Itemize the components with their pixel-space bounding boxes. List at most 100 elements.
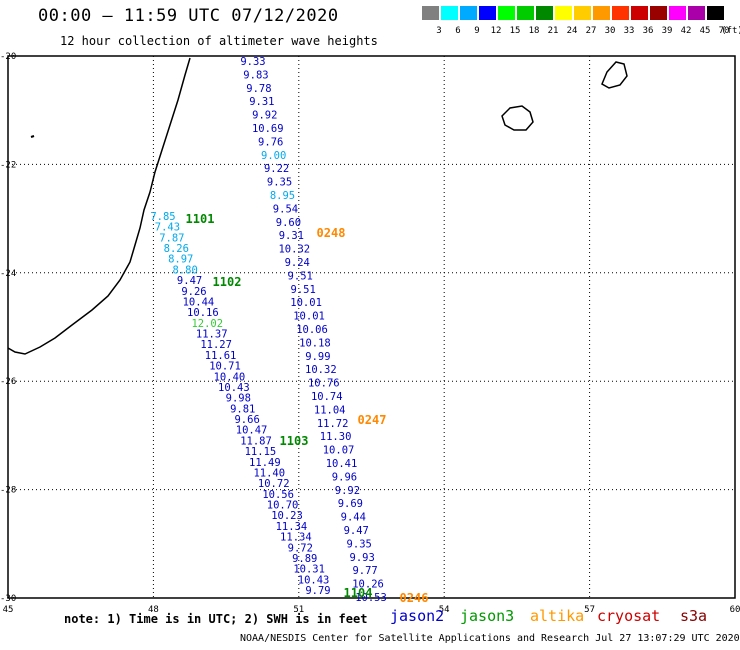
legend-label: 39 — [661, 26, 673, 36]
swh-value: 10.07 — [323, 445, 355, 457]
swh-value: 9.98 — [226, 393, 251, 405]
swh-value: 10.69 — [252, 123, 284, 135]
swh-value: 10.43 — [218, 382, 250, 394]
map-subtitle: 12 hour collection of altimeter wave hei… — [60, 34, 378, 48]
swh-value: 9.66 — [234, 414, 259, 426]
satellite-legend-jason3: jason3 — [460, 607, 515, 625]
legend-label: 6 — [455, 26, 461, 36]
x-axis-label: 48 — [148, 605, 159, 615]
swh-value: 10.53 — [355, 592, 387, 604]
legend-swatch — [688, 6, 705, 20]
y-axis-label: -24 — [0, 269, 16, 279]
swh-value: 9.72 — [288, 542, 313, 554]
legend-label: 24 — [566, 26, 578, 36]
swh-value: 8.97 — [168, 254, 193, 266]
legend-swatch — [460, 6, 477, 20]
swh-value: 10.43 — [298, 574, 330, 586]
madagascar-coastline — [7, 57, 191, 355]
pass-label: 0246 — [400, 591, 429, 605]
swh-value: 11.72 — [317, 418, 349, 430]
pass-label: 0248 — [317, 226, 346, 240]
swh-value: 9.92 — [252, 110, 277, 122]
swh-value: 9.76 — [258, 136, 283, 148]
swh-value: 9.92 — [335, 485, 360, 497]
legend-label: (ft) — [721, 26, 740, 36]
y-axis-label: -22 — [0, 160, 16, 170]
swh-value: 10.01 — [290, 297, 322, 309]
swh-value: 9.79 — [305, 585, 330, 597]
swh-value: 9.47 — [344, 525, 369, 537]
legend-label: 70 — [718, 26, 730, 36]
swh-value: 11.49 — [249, 457, 281, 469]
legend-label: 45 — [699, 26, 711, 36]
legend-swatch — [707, 6, 724, 20]
swh-value: 10.32 — [305, 364, 337, 376]
legend-swatch — [612, 6, 629, 20]
mauritius-coastline — [601, 61, 628, 89]
swh-value: 9.22 — [264, 163, 289, 175]
swh-value: 10.23 — [271, 510, 303, 522]
swh-value: 7.87 — [159, 232, 184, 244]
swh-value: 10.56 — [262, 489, 294, 501]
legend-label: 15 — [509, 26, 521, 36]
swh-value: 11.34 — [280, 532, 312, 544]
swh-value: 9.96 — [332, 471, 357, 483]
swh-value: 10.41 — [326, 458, 358, 470]
swh-value: 10.06 — [296, 324, 328, 336]
legend-label: 18 — [528, 26, 540, 36]
swh-value: 10.71 — [209, 361, 241, 373]
swh-value: 11.40 — [253, 467, 285, 479]
islet — [30, 135, 35, 138]
satellite-legend-jason2: jason2 — [390, 607, 445, 625]
swh-value: 12.02 — [191, 318, 223, 330]
swh-value: 9.69 — [338, 498, 363, 510]
legend-swatch — [650, 6, 667, 20]
satellite-legend-s3a: s3a — [680, 607, 708, 625]
swh-value: 10.16 — [187, 307, 219, 319]
swh-value: 9.83 — [243, 69, 268, 81]
swh-value: 9.51 — [288, 270, 313, 282]
legend-swatch — [536, 6, 553, 20]
swh-value: 9.77 — [352, 565, 377, 577]
map-title: 00:00 – 11:59 UTC 07/12/2020 — [38, 6, 339, 26]
swh-value: 11.37 — [196, 329, 228, 341]
swh-value: 9.47 — [177, 275, 202, 287]
swh-value: 9.99 — [305, 351, 330, 363]
pass-label: 1101 — [186, 212, 215, 226]
legend-label: 21 — [547, 26, 559, 36]
x-axis-label: 45 — [3, 605, 14, 615]
swh-value: 10.47 — [236, 425, 268, 437]
legend-swatch — [593, 6, 610, 20]
legend-label: 27 — [585, 26, 597, 36]
swh-value: 9.00 — [261, 150, 286, 162]
swh-value: 10.31 — [293, 564, 325, 576]
legend-label: 9 — [474, 26, 480, 36]
pass-label: 1103 — [280, 434, 309, 448]
satellite-legend-altika: altika — [530, 607, 585, 625]
legend-swatch — [669, 6, 686, 20]
swh-value: 9.81 — [230, 403, 255, 415]
swh-value: 8.80 — [172, 264, 197, 276]
swh-value: 10.72 — [258, 478, 290, 490]
legend-label: 12 — [490, 26, 502, 36]
satellite-legend-cryosat: cryosat — [597, 607, 661, 625]
swh-value: 11.27 — [200, 339, 232, 351]
swh-value: 10.26 — [352, 579, 384, 591]
swh-value: 10.44 — [183, 296, 215, 308]
credit-line: NOAA/NESDIS Center for Satellite Applica… — [240, 633, 740, 644]
swh-value: 11.34 — [276, 521, 308, 533]
swh-value: 9.51 — [291, 284, 316, 296]
swh-value: 8.95 — [270, 190, 295, 202]
swh-value: 10.70 — [267, 500, 299, 512]
x-axis-label: 51 — [293, 605, 304, 615]
swh-value: 11.87 — [240, 435, 272, 447]
swh-value: 9.89 — [292, 553, 317, 565]
swh-value: 10.40 — [214, 371, 246, 383]
swh-value: 9.44 — [341, 512, 366, 524]
legend-swatch — [631, 6, 648, 20]
legend-swatch — [574, 6, 591, 20]
legend-label: 33 — [623, 26, 635, 36]
legend-label: 3 — [436, 26, 442, 36]
swh-value: 9.35 — [347, 538, 372, 550]
